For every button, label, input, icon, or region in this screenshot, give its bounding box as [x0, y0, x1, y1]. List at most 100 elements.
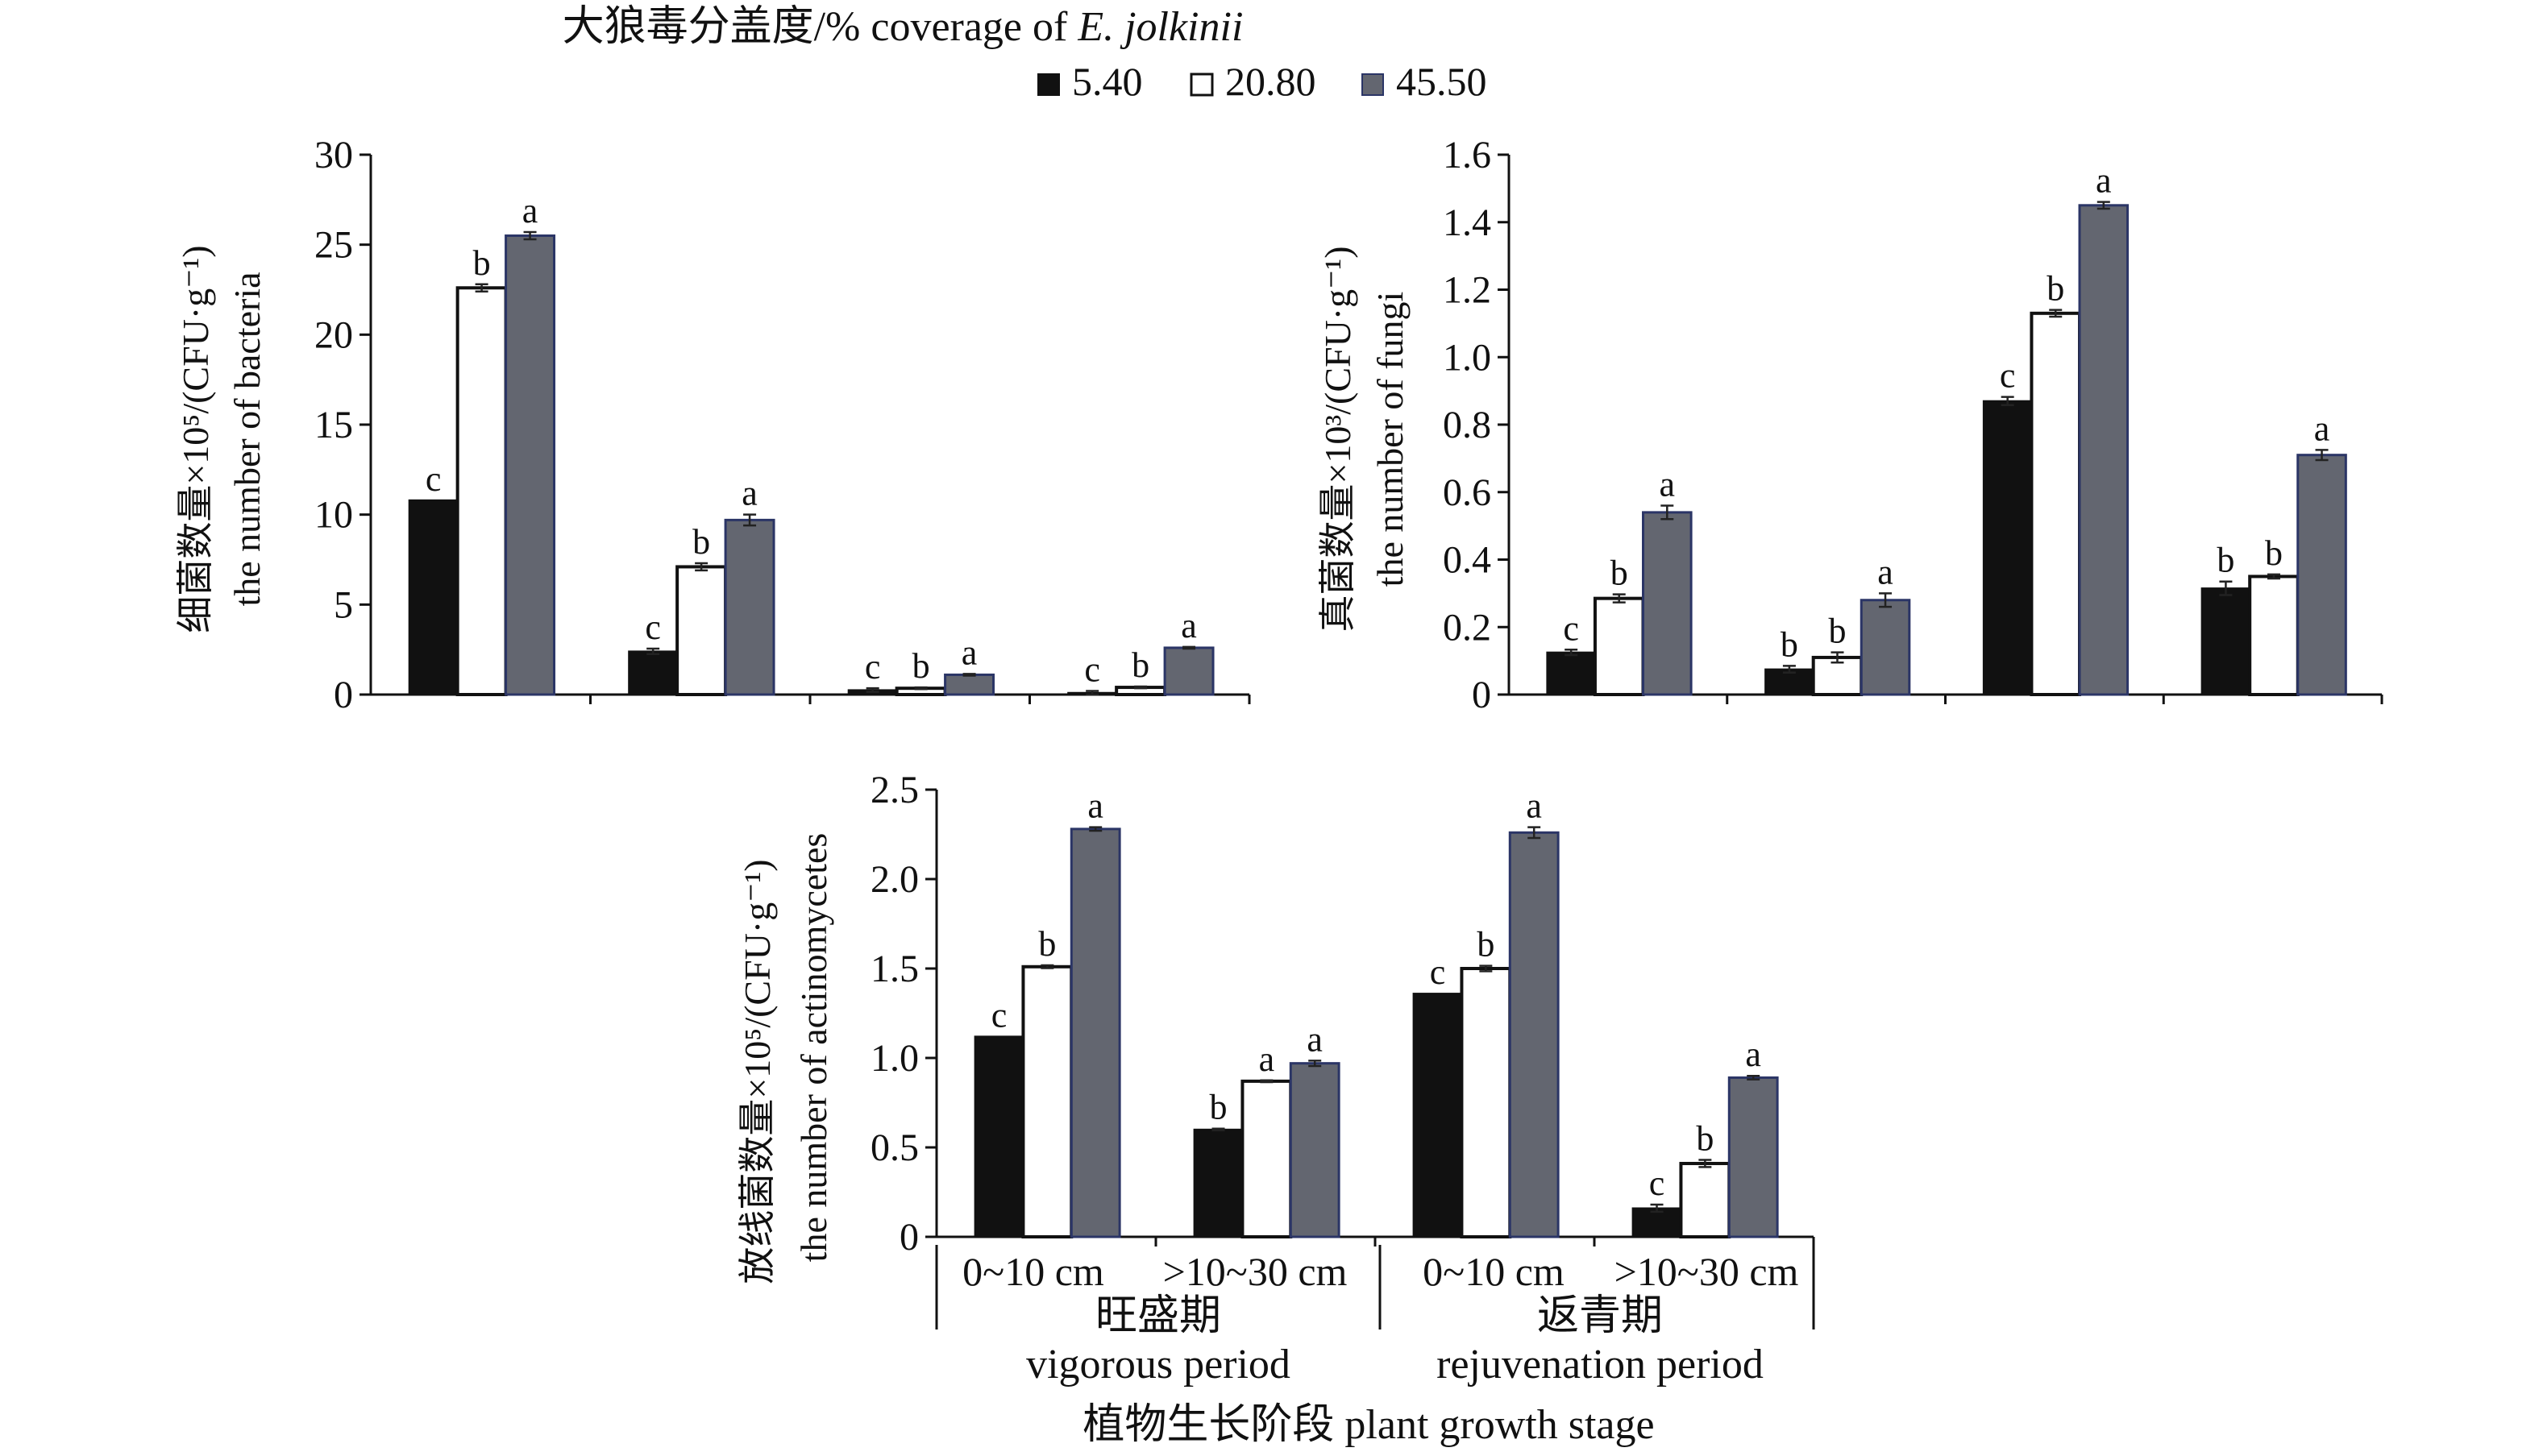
actinomycetes-significance-label: b: [1210, 1088, 1228, 1127]
actinomycetes-significance-label: a: [1745, 1035, 1761, 1074]
bacteria-ylabel-cn: 细菌数量×10⁵/(CFU·g⁻¹): [175, 245, 216, 633]
fungi-y-tick-label: 1.2: [1443, 269, 1491, 312]
x-category-label: 0~10 cm: [962, 1249, 1104, 1294]
fungi-bar: [2296, 454, 2347, 696]
fungi-significance-label: b: [2047, 269, 2064, 309]
actinomycetes-y-tick-label: 2.0: [871, 858, 919, 901]
fungi-significance-label: b: [1781, 624, 1798, 664]
actinomycetes-ylabel-cn: 放线菌数量×10⁵/(CFU·g⁻¹): [737, 859, 778, 1284]
fungi-y-tick-label: 0.6: [1443, 471, 1491, 514]
fungi-bar: [1593, 596, 1645, 696]
actinomycetes-significance-label: a: [1307, 1019, 1323, 1059]
fungi-bar: [1982, 400, 2033, 695]
actinomycetes-y-tick-label: 0.5: [871, 1126, 919, 1169]
figure-title-text: 大狼毒分盖度/% coverage of: [563, 4, 1078, 50]
legend-swatch-2: [1190, 73, 1214, 97]
actinomycetes-bar: [1508, 831, 1560, 1238]
fungi-y-tick-label: 0: [1472, 674, 1491, 716]
fungi-bar: [1860, 599, 1911, 696]
figure-title-species: E. jolkinii: [1077, 4, 1243, 50]
bacteria-y-tick-label: 5: [334, 583, 353, 626]
fungi-bar: [2200, 587, 2251, 695]
fungi-significance-label: a: [1877, 552, 1893, 591]
bacteria-y-tick-label: 30: [314, 134, 353, 176]
x-category-label: >10~30 cm: [1163, 1249, 1348, 1294]
group-label-en: vigorous period: [1026, 1342, 1290, 1388]
actinomycetes-y-tick-label: 2.5: [871, 769, 919, 811]
actinomycetes-bar: [1021, 964, 1074, 1239]
legend-label-3: 45.50: [1396, 59, 1487, 104]
bacteria-bar: [675, 565, 728, 697]
fungi-significance-label: b: [2265, 533, 2283, 573]
bacteria-bar: [628, 650, 679, 696]
actinomycetes-bar: [1412, 993, 1463, 1238]
bacteria-bar: [944, 673, 995, 696]
fungi-chart-panel: 真菌数量×10³/(CFU·g⁻¹) the number of fungi 0…: [1317, 134, 2383, 716]
fungi-bar: [2078, 204, 2130, 696]
actinomycetes-significance-label: c: [991, 995, 1008, 1035]
x-category-label: 0~10 cm: [1423, 1249, 1565, 1294]
bacteria-y-tick-label: 20: [314, 313, 353, 356]
bacteria-bar: [455, 286, 508, 696]
bacteria-significance-label: a: [522, 191, 538, 230]
actinomycetes-ylabel-en: the number of actinomycetes: [793, 833, 834, 1263]
fungi-significance-label: b: [1828, 612, 1846, 651]
group-label-cn: 旺盛期: [1095, 1293, 1221, 1339]
fungi-y-tick-label: 0.8: [1443, 404, 1491, 446]
bacteria-significance-label: c: [1084, 650, 1100, 690]
actinomycetes-bar: [1727, 1076, 1779, 1238]
fungi-significance-label: c: [2000, 356, 2016, 396]
fungi-ylabel-cn: 真菌数量×10³/(CFU·g⁻¹): [1317, 246, 1358, 632]
fungi-bar: [2030, 311, 2082, 696]
actinomycetes-bar: [1193, 1128, 1244, 1238]
fungi-bar: [1546, 651, 1596, 695]
actinomycetes-bar: [974, 1035, 1024, 1238]
fungi-y-tick-label: 1.6: [1443, 134, 1491, 176]
legend-label-2: 20.80: [1225, 59, 1316, 104]
bacteria-significance-label: a: [962, 633, 978, 672]
bacteria-significance-label: a: [1181, 606, 1197, 645]
x-category-label: >10~30 cm: [1614, 1249, 1799, 1294]
actinomycetes-significance-label: b: [1696, 1119, 1714, 1159]
fungi-significance-label: a: [2314, 409, 2330, 448]
bacteria-bar: [1163, 646, 1215, 696]
bacteria-significance-label: b: [473, 243, 491, 283]
bacteria-significance-label: c: [645, 608, 661, 647]
bacteria-significance-label: c: [426, 459, 442, 499]
fungi-significance-label: b: [2217, 541, 2234, 580]
fungi-ylabel-en: the number of fungi: [1369, 292, 1411, 587]
fungi-bar: [1642, 511, 1693, 696]
bacteria-ylabel-en: the number of bacteria: [226, 272, 268, 606]
group-label-en: rejuvenation period: [1436, 1342, 1764, 1388]
bacteria-significance-label: c: [865, 647, 881, 687]
fungi-bar: [2248, 575, 2300, 696]
fungi-y-tick-label: 1.4: [1443, 201, 1491, 244]
actinomycetes-significance-label: b: [1477, 925, 1494, 964]
actinomycetes-y-tick-label: 1.5: [871, 948, 919, 990]
actinomycetes-bar: [1289, 1062, 1340, 1238]
legend-swatch-3: [1361, 73, 1384, 96]
fungi-significance-label: a: [2096, 161, 2112, 201]
actinomycetes-significance-label: a: [1087, 786, 1103, 826]
actinomycetes-significance-label: a: [1526, 786, 1542, 826]
actinomycetes-significance-label: b: [1038, 924, 1056, 964]
bacteria-chart-panel: 细菌数量×10⁵/(CFU·g⁻¹) the number of bacteri…: [175, 134, 1251, 716]
bacteria-bar: [505, 234, 556, 696]
bacteria-significance-label: b: [1132, 645, 1149, 685]
actinomycetes-significance-label: c: [1649, 1164, 1665, 1203]
fungi-y-tick-label: 0.2: [1443, 606, 1491, 649]
bacteria-bar: [408, 499, 459, 695]
actinomycetes-significance-label: a: [1259, 1039, 1275, 1079]
legend-label-1: 5.40: [1072, 59, 1143, 104]
actinomycetes-bar: [1240, 1079, 1293, 1238]
actinomycetes-bar: [1070, 828, 1121, 1238]
bacteria-y-tick-label: 0: [334, 674, 353, 716]
fungi-significance-label: c: [1563, 608, 1579, 648]
x-axis-title: 植物生长阶段 plant growth stage: [1083, 1402, 1654, 1448]
bacteria-y-tick-label: 15: [314, 404, 353, 446]
actinomycetes-bar: [1460, 967, 1512, 1238]
legend-swatch-1: [1037, 73, 1060, 96]
bacteria-significance-label: a: [742, 474, 758, 513]
x-axis-annotations: 0~10 cm >10~30 cm 0~10 cm >10~30 cm 旺盛期 …: [935, 1245, 1815, 1448]
